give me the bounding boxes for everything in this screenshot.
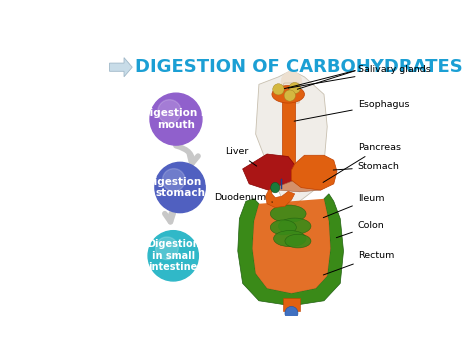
Ellipse shape [289,82,301,94]
Ellipse shape [278,218,311,234]
Text: Digestion in
mouth: Digestion in mouth [140,108,211,130]
Ellipse shape [270,205,306,223]
Text: Duodenum: Duodenum [214,192,273,202]
Polygon shape [255,72,327,209]
Text: Digestion in
stomach: Digestion in stomach [145,177,216,198]
Circle shape [281,71,302,92]
Text: Salivary glands: Salivary glands [288,65,430,88]
Text: Digestion
in small
intestine: Digestion in small intestine [147,239,200,272]
Ellipse shape [285,306,298,320]
Circle shape [155,162,205,213]
Text: Ileum: Ileum [323,194,384,218]
Circle shape [150,93,202,145]
Text: Liver: Liver [225,147,256,166]
Polygon shape [243,154,298,191]
Polygon shape [292,155,337,190]
Circle shape [155,237,178,260]
Ellipse shape [273,230,306,247]
Polygon shape [265,189,295,208]
Ellipse shape [285,234,311,248]
Ellipse shape [270,220,296,235]
Ellipse shape [271,182,280,193]
Polygon shape [109,58,132,77]
Text: Colon: Colon [337,221,384,238]
Text: DIGESTION OF CARBOHYDRATES: DIGESTION OF CARBOHYDRATES [135,58,463,76]
Ellipse shape [284,90,295,101]
Polygon shape [253,199,330,293]
Circle shape [163,169,185,191]
Text: Pancreas: Pancreas [323,143,401,182]
Ellipse shape [273,84,284,95]
Ellipse shape [272,86,304,103]
Circle shape [158,100,181,123]
Circle shape [148,231,198,281]
FancyBboxPatch shape [283,83,299,103]
Polygon shape [278,178,327,192]
Polygon shape [281,179,283,189]
Polygon shape [238,194,344,306]
Polygon shape [282,94,295,164]
Text: Rectum: Rectum [323,251,394,275]
Text: Stomach: Stomach [333,163,400,171]
Polygon shape [283,298,300,311]
Text: Esophagus: Esophagus [294,100,409,121]
